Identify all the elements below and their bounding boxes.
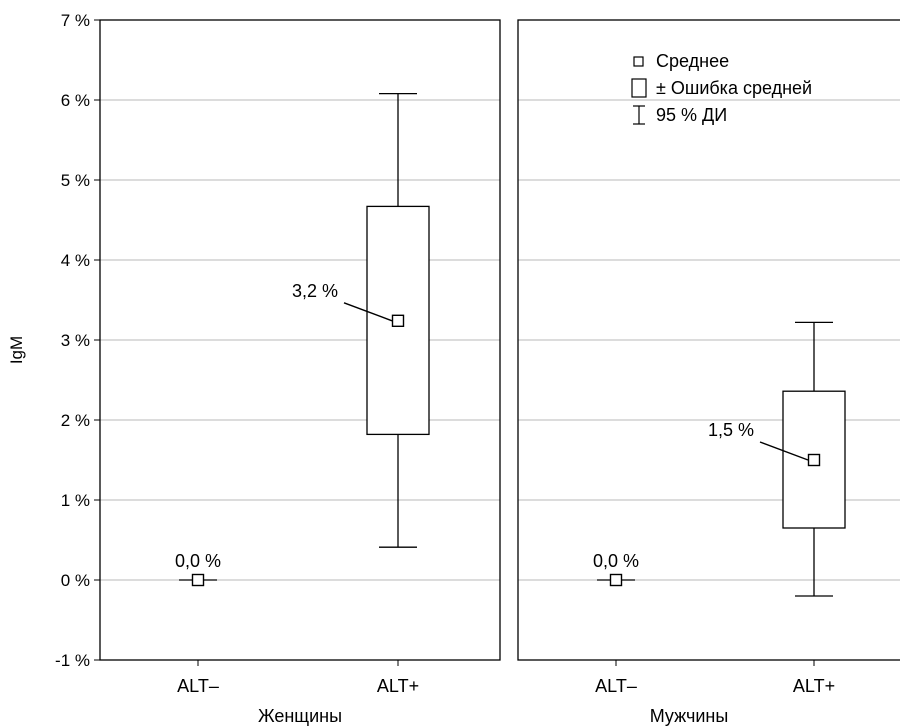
- y-tick-label: 3 %: [61, 331, 90, 350]
- box-group: 3,2 %: [292, 92, 430, 548]
- panel-title: Мужчины: [650, 706, 729, 726]
- y-tick-label: 6 %: [61, 91, 90, 110]
- legend-mean-icon: [633, 56, 644, 67]
- y-tick-label: 1 %: [61, 491, 90, 510]
- y-tick-label: 2 %: [61, 411, 90, 430]
- y-tick-label: -1 %: [55, 651, 90, 670]
- x-tick-label: ALT+: [377, 676, 419, 696]
- x-tick-label: ALT–: [595, 676, 637, 696]
- panel-frame: [517, 19, 900, 661]
- legend-item: ± Ошибка средней: [631, 78, 812, 98]
- value-label: 1,5 %: [708, 420, 754, 440]
- x-tick-label: ALT+: [793, 676, 835, 696]
- value-label: 3,2 %: [292, 281, 338, 301]
- legend-label: Среднее: [656, 51, 729, 71]
- legend-box-icon: [631, 78, 647, 98]
- value-label: 0,0 %: [593, 551, 639, 571]
- y-tick-label: 4 %: [61, 251, 90, 270]
- legend-item: 95 % ДИ: [633, 105, 727, 125]
- label-leader: [343, 302, 393, 322]
- y-tick-label: 5 %: [61, 171, 90, 190]
- mean-marker: [191, 573, 205, 587]
- box-group: 0,0 %: [593, 551, 639, 587]
- box-group: 1,5 %: [708, 321, 846, 597]
- mean-marker: [391, 314, 405, 327]
- gridlines: [100, 99, 900, 581]
- panel-title: Женщины: [258, 706, 342, 726]
- mean-marker: [807, 453, 821, 467]
- y-tick-label: 7 %: [61, 11, 90, 30]
- panel: Женщины ALT– 0,0 % ALT+ 3,2 %: [99, 19, 501, 726]
- legend: Среднее ± Ошибка средней 95 % ДИ: [631, 51, 812, 125]
- x-tick-label: ALT–: [177, 676, 219, 696]
- panel: Мужчины ALT– 0,0 % ALT+ 1,5 %: [517, 19, 900, 726]
- y-axis: -1 % 0 % 1 % 2 % 3 % 4 % 5 % 6 % 7 %: [55, 11, 100, 670]
- y-tick-label: 0 %: [61, 571, 90, 590]
- y-axis-label: IgM: [7, 336, 26, 364]
- legend-label: 95 % ДИ: [656, 105, 727, 125]
- label-leader: [759, 441, 809, 461]
- panels: Женщины ALT– 0,0 % ALT+ 3,2 % Мужчины ALT– 0,0 …: [99, 19, 900, 726]
- legend-label: ± Ошибка средней: [656, 78, 812, 98]
- box-group: 0,0 %: [175, 551, 221, 587]
- mean-marker: [609, 573, 623, 587]
- value-label: 0,0 %: [175, 551, 221, 571]
- legend-item: Среднее: [633, 51, 729, 71]
